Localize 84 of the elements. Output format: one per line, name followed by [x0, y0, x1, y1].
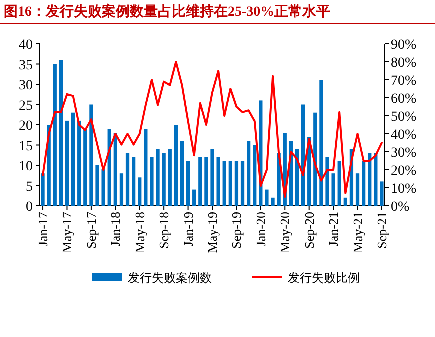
bar: [102, 170, 106, 206]
y2-tick-label: 10%: [391, 182, 417, 197]
bar: [162, 153, 166, 206]
bar: [222, 161, 226, 206]
bar: [338, 161, 342, 206]
y2-tick-label: 70%: [391, 74, 417, 89]
bar: [362, 161, 366, 206]
line-series: [42, 61, 383, 198]
y-tick-label: 15: [19, 139, 33, 154]
bar: [204, 157, 208, 206]
bar: [138, 178, 142, 206]
x-tick-label: May-21: [350, 212, 366, 254]
x-tick-label: May-19: [205, 212, 220, 254]
x-tick-label: Jan-19: [180, 212, 196, 247]
bar: [253, 145, 257, 206]
x-tick-label: May-18: [132, 212, 148, 254]
bar: [271, 198, 275, 206]
x-tick-label: Jan-18: [108, 212, 124, 247]
x-tick-label: Sep-21: [374, 212, 390, 249]
bar: [114, 133, 118, 206]
y2-tick-label: 20%: [391, 164, 417, 179]
y-tick-label: 5: [26, 180, 33, 195]
bar: [247, 141, 251, 206]
x-tick-label: Sep-20: [302, 212, 317, 249]
bar: [240, 161, 245, 206]
bar: [156, 149, 160, 206]
y2-tick-label: 80%: [391, 56, 417, 71]
bar: [41, 174, 45, 206]
x-tick-label: Jan-21: [326, 212, 342, 247]
y2-tick-label: 40%: [391, 128, 417, 143]
bar: [84, 129, 88, 206]
y-tick-label: 35: [19, 58, 33, 74]
bar: [53, 64, 57, 206]
bar: [132, 157, 136, 206]
bar: [228, 161, 232, 206]
bar: [96, 166, 100, 206]
bar: [368, 153, 372, 206]
bar: [374, 153, 378, 206]
bar: [192, 190, 196, 206]
bar: [168, 149, 172, 206]
x-tick-label: May-17: [60, 212, 75, 254]
bar: [332, 174, 336, 206]
y-tick-label: 40: [19, 38, 33, 53]
y-tick-label: 25: [19, 98, 33, 114]
bar: [216, 157, 220, 206]
x-tick-label: Sep-18: [156, 212, 172, 249]
bar: [174, 125, 178, 206]
y2-tick-label: 0%: [391, 200, 410, 215]
bar: [186, 161, 190, 206]
bar: [234, 161, 239, 206]
bar: [71, 112, 76, 206]
y2-tick-label: 50%: [391, 110, 417, 125]
bar: [320, 80, 324, 206]
bar: [198, 157, 202, 206]
y2-tick-label: 90%: [391, 38, 417, 53]
y-tick-label: 30: [19, 78, 33, 94]
bar: [59, 60, 63, 206]
y-tick-label: 20: [19, 119, 33, 134]
legend-label: 发行失败比例: [288, 271, 360, 285]
bar: [180, 141, 184, 206]
bar: [210, 149, 214, 206]
bar: [90, 104, 94, 206]
bar: [120, 174, 124, 206]
chart-title: 图16：发行失败案例数量占比维持在25-30%正常水平: [4, 3, 331, 20]
bar: [344, 198, 348, 206]
x-tick-label: Sep-17: [84, 212, 99, 249]
bar: [65, 120, 70, 206]
legend-label: 发行失败案例数: [128, 271, 212, 285]
x-tick-label: May-20: [278, 212, 293, 254]
bar: [380, 182, 384, 206]
y2-tick-label: 30%: [391, 146, 417, 161]
y2-tick-label: 60%: [391, 92, 417, 107]
y-tick-label: 0: [26, 200, 33, 215]
x-tick-label: Sep-19: [229, 212, 244, 249]
bar: [150, 157, 154, 206]
x-tick-label: Jan-17: [36, 212, 51, 247]
bar: [126, 153, 130, 206]
bar: [356, 174, 360, 206]
bar: [326, 157, 330, 206]
bar: [144, 129, 148, 206]
y-tick-label: 10: [19, 160, 33, 174]
x-tick-label: Jan-20: [253, 212, 268, 247]
bar: [265, 190, 269, 206]
bar: [78, 120, 82, 206]
